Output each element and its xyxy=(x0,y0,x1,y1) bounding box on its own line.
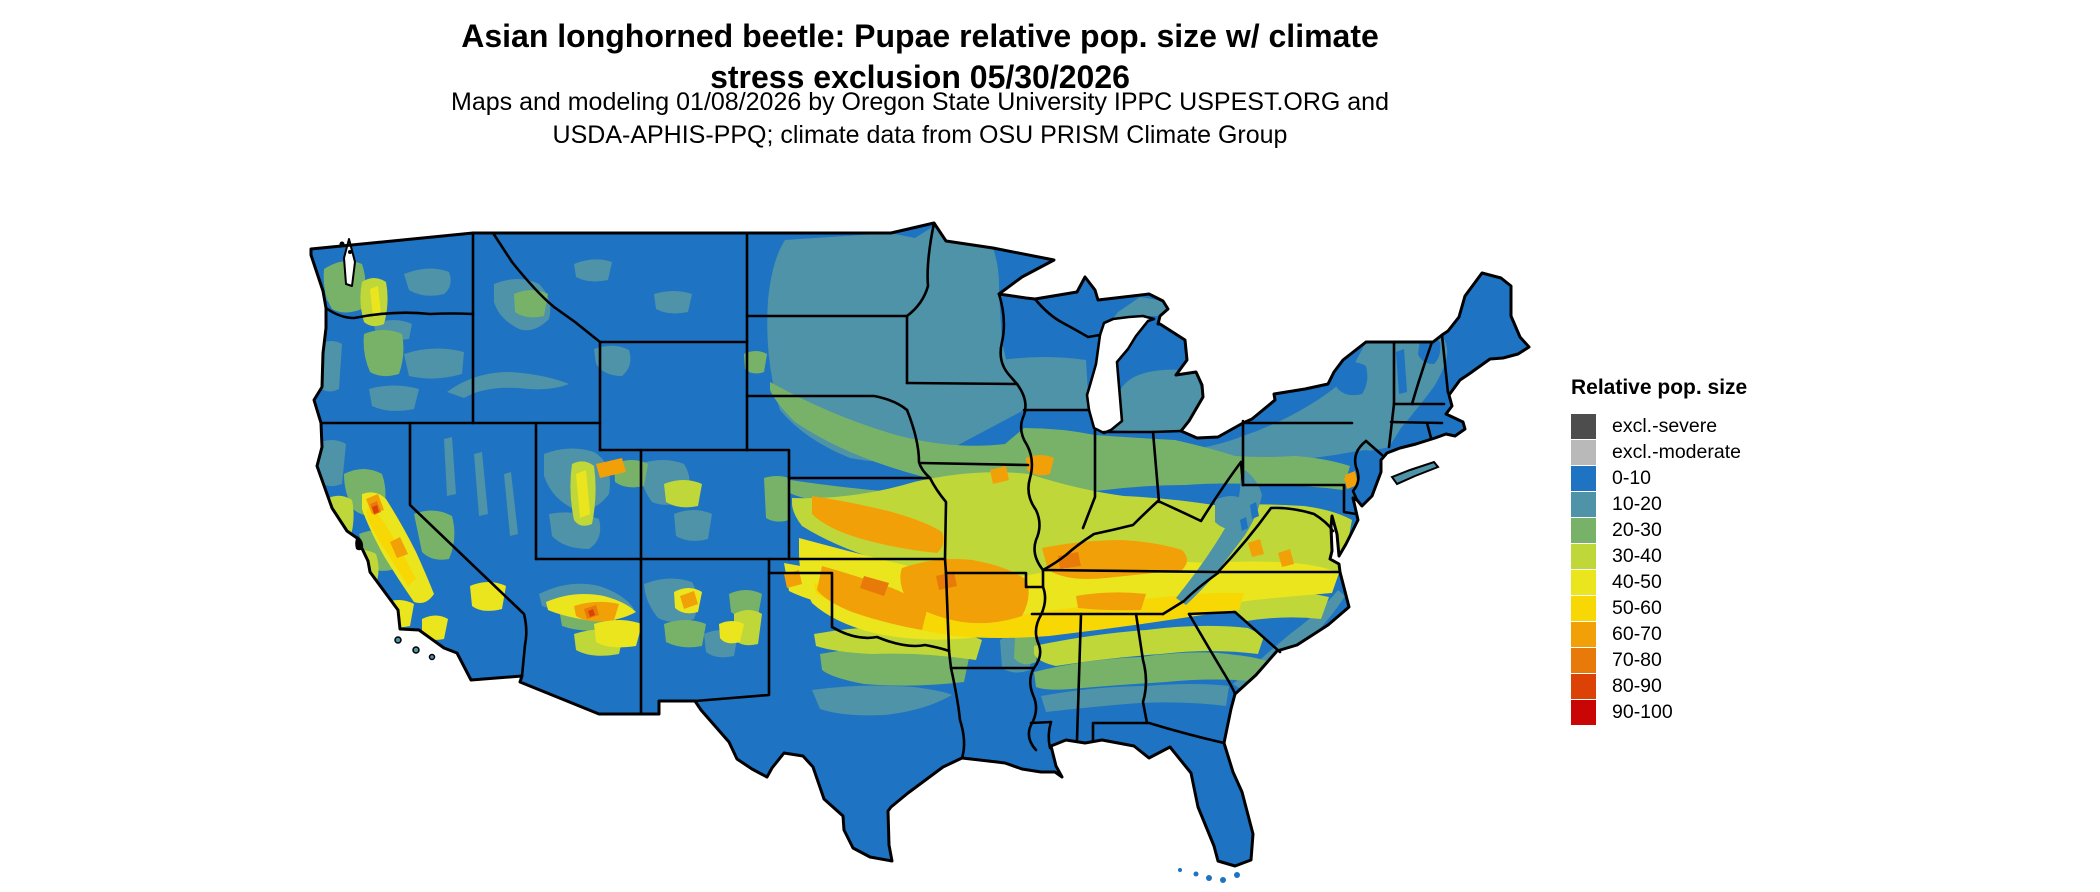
subtitle-line-2: USDA-APHIS-PPQ; climate data from OSU PR… xyxy=(552,121,1288,149)
legend-swatch xyxy=(1571,595,1596,621)
legend-swatch xyxy=(1571,413,1596,439)
state-borders xyxy=(319,221,1450,760)
channel-island xyxy=(412,646,420,654)
channel-island xyxy=(428,653,436,661)
sf-bay xyxy=(355,536,364,551)
legend-item: 20-30 xyxy=(1571,517,1831,543)
legend-item: 50-60 xyxy=(1571,595,1831,621)
legend-swatch xyxy=(1571,543,1596,569)
map-title: Asian longhorned beetle: Pupae relative … xyxy=(150,16,1690,98)
legend-item: 60-70 xyxy=(1571,621,1831,647)
legend-label: 20-30 xyxy=(1612,518,1662,541)
san-juan-island xyxy=(348,250,352,254)
title-line-1: Asian longhorned beetle: Pupae relative … xyxy=(461,18,1379,54)
legend-swatch xyxy=(1571,621,1596,647)
legend: Relative pop. size excl.-severe excl.-mod… xyxy=(1571,376,1831,725)
legend-label: excl.-severe xyxy=(1612,414,1718,437)
channel-island xyxy=(394,636,402,644)
legend-item: 70-80 xyxy=(1571,647,1831,673)
long-island xyxy=(1390,460,1440,486)
florida-key xyxy=(1193,871,1199,877)
legend-item: 40-50 xyxy=(1571,569,1831,595)
legend-swatch xyxy=(1571,673,1596,699)
florida-key xyxy=(1220,877,1226,883)
legend-swatch xyxy=(1571,699,1596,725)
legend-item: 30-40 xyxy=(1571,543,1831,569)
legend-swatch xyxy=(1571,517,1596,543)
florida-key xyxy=(1234,872,1240,878)
legend-swatch xyxy=(1571,439,1596,465)
legend-label: 70-80 xyxy=(1612,648,1662,671)
florida-key xyxy=(1206,875,1212,881)
title-line-2: stress exclusion 05/30/2026 xyxy=(710,59,1130,95)
legend-item: 90-100 xyxy=(1571,699,1831,725)
legend-swatch xyxy=(1571,465,1596,491)
raster-layer-70-80 xyxy=(370,501,1081,619)
great-lakes xyxy=(343,238,1156,435)
legend-item: excl.-severe xyxy=(1571,413,1831,439)
puget-sound xyxy=(343,238,356,287)
legend-swatch xyxy=(1571,491,1596,517)
san-juan-island xyxy=(339,241,345,247)
legend-label: 80-90 xyxy=(1612,674,1662,697)
legend-label: 40-50 xyxy=(1612,570,1662,593)
raster-layer-80-90 xyxy=(372,505,595,617)
map-small-features xyxy=(339,241,1440,883)
map-subtitle: Maps and modeling 01/08/2026 by Oregon S… xyxy=(150,86,1690,152)
legend-item: 10-20 xyxy=(1571,491,1831,517)
legend-label: 50-60 xyxy=(1612,596,1662,619)
legend-label: 90-100 xyxy=(1612,700,1673,723)
legend-swatch xyxy=(1571,647,1596,673)
legend-label: excl.-moderate xyxy=(1612,440,1741,463)
legend-item: excl.-moderate xyxy=(1571,439,1831,465)
legend-label: 0-10 xyxy=(1612,466,1652,489)
legend-label: 30-40 xyxy=(1612,544,1662,567)
legend-label: 60-70 xyxy=(1612,622,1662,645)
lake-michigan xyxy=(1085,314,1156,435)
legend-swatch xyxy=(1571,569,1596,595)
legend-item: 0-10 xyxy=(1571,465,1831,491)
legend-label: 10-20 xyxy=(1612,492,1662,515)
legend-items: excl.-severe excl.-moderate 0-10 10-20 20-30… xyxy=(1571,413,1831,725)
raster-layer-10-20 xyxy=(316,226,1518,716)
raster-layer-20-30 xyxy=(323,260,1350,690)
legend-title: Relative pop. size xyxy=(1571,376,1748,399)
florida-key xyxy=(1178,868,1182,872)
subtitle-line-1: Maps and modeling 01/08/2026 by Oregon S… xyxy=(451,88,1389,116)
legend-item: 80-90 xyxy=(1571,673,1831,699)
